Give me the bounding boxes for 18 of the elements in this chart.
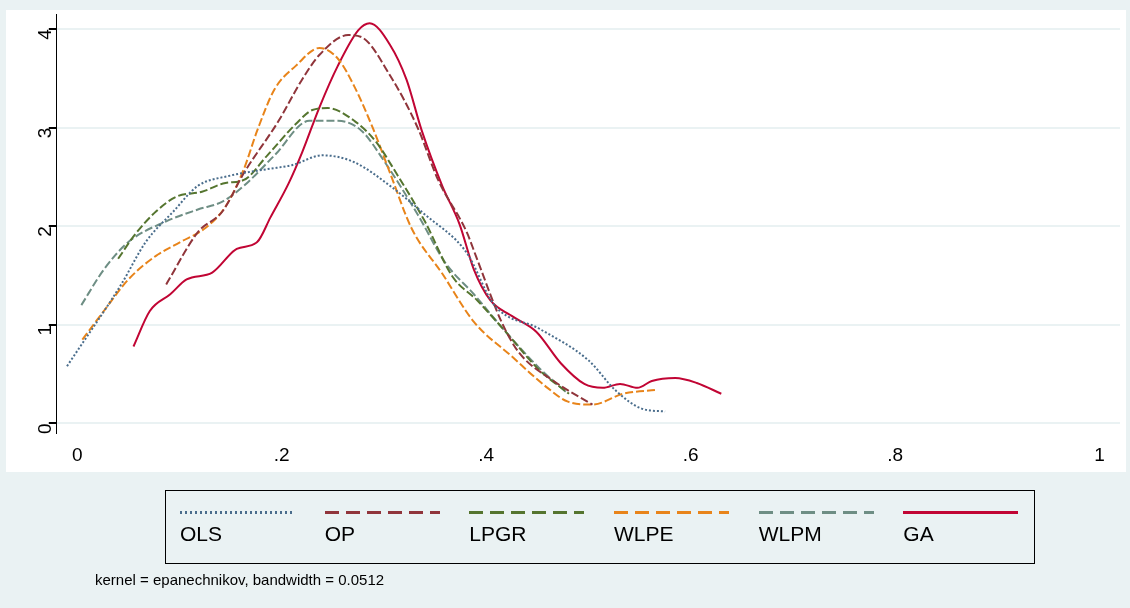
legend-label: WLPM bbox=[758, 522, 823, 546]
legend-label: WLPE bbox=[614, 522, 675, 546]
y-tick-label: 1 bbox=[34, 324, 56, 336]
x-tick-label: 1 bbox=[1094, 443, 1105, 465]
y-tick-label: 3 bbox=[34, 127, 56, 139]
x-tick-label: .4 bbox=[478, 443, 495, 465]
legend-label: OLS bbox=[180, 522, 224, 546]
x-tick-label: 0 bbox=[71, 443, 83, 465]
text: kernel = epanechnikov, bandwidth = 0.0512 bbox=[95, 571, 385, 588]
legend-label: LPGR bbox=[469, 522, 528, 546]
y-tick-label: 4 bbox=[34, 28, 56, 40]
x-tick-label: .6 bbox=[682, 443, 699, 465]
y-tick-label: 0 bbox=[34, 423, 56, 434]
legend-label: OP bbox=[324, 522, 356, 546]
x-tick-label: .8 bbox=[887, 443, 904, 465]
legend-label: GA bbox=[903, 522, 935, 546]
y-tick-label: 2 bbox=[34, 226, 56, 237]
x-tick-label: .2 bbox=[273, 443, 290, 465]
